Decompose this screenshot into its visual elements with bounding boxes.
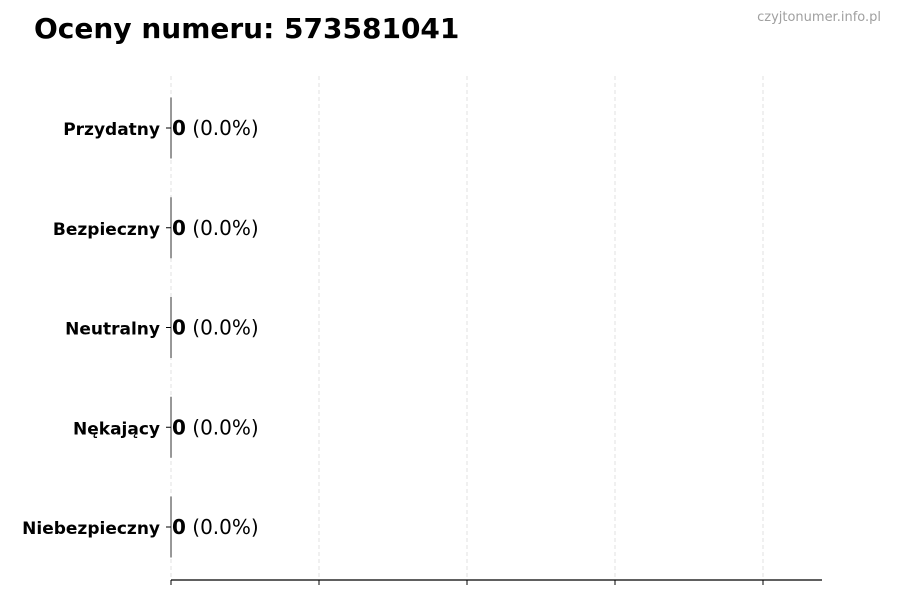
category-label: Neutralny xyxy=(65,320,160,340)
data-label-percent: (0.0%) xyxy=(186,415,259,439)
data-label-count: 0 xyxy=(172,216,186,240)
data-label-percent: (0.0%) xyxy=(186,216,259,240)
data-label-count: 0 xyxy=(172,415,186,439)
watermark: czyjtonumer.info.pl xyxy=(757,10,881,25)
data-label: 0 (0.0%) xyxy=(172,116,259,140)
data-label-percent: (0.0%) xyxy=(186,116,259,140)
data-label-count: 0 xyxy=(172,316,186,340)
data-label: 0 (0.0%) xyxy=(172,216,259,240)
data-label-count: 0 xyxy=(172,116,186,140)
data-label-percent: (0.0%) xyxy=(186,515,259,539)
data-label: 0 (0.0%) xyxy=(172,316,259,340)
data-label: 0 (0.0%) xyxy=(172,415,259,439)
data-label-percent: (0.0%) xyxy=(186,316,259,340)
data-label-count: 0 xyxy=(172,515,186,539)
category-label: Bezpieczny xyxy=(53,220,160,240)
chart-title: Oceny numeru: 573581041 xyxy=(34,12,460,45)
category-label: Niebezpieczny xyxy=(22,519,160,539)
category-label: Nękający xyxy=(73,419,160,439)
category-label: Przydatny xyxy=(63,120,160,140)
data-label: 0 (0.0%) xyxy=(172,515,259,539)
